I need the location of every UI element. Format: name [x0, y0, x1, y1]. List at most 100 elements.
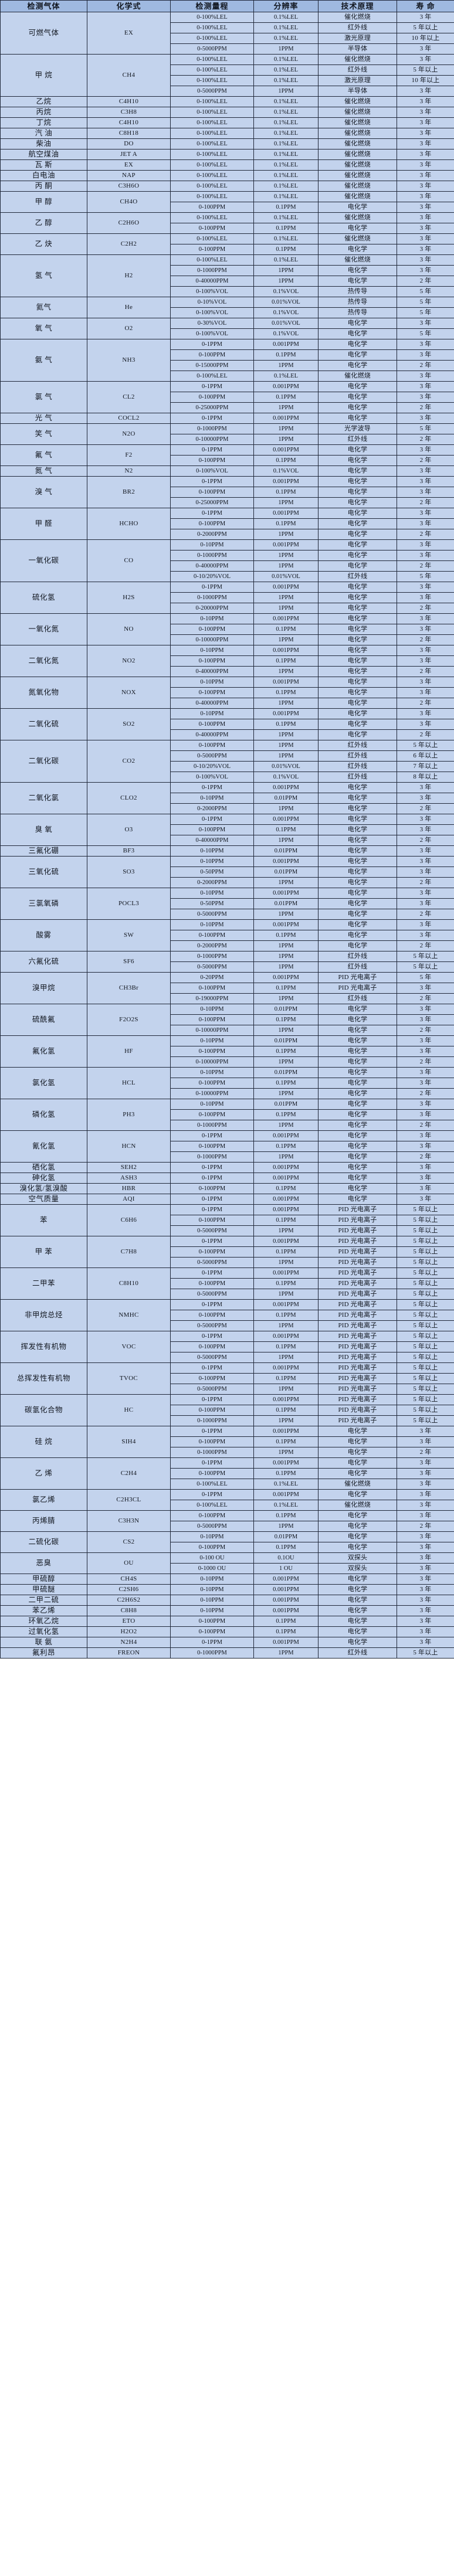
- cell-detection-range: 0-10PPM: [170, 1584, 254, 1595]
- table-row: 甲 醛 HCHO 0-1PPM 0.001PPM 电化学 3 年: [0, 508, 454, 540]
- table-row: 0-5000PPM 1PPM 电化学 2 年: [1, 909, 454, 920]
- cell-detection-range: 0-50PPM: [170, 866, 254, 878]
- cell-detection-range: 0-10000PPM: [170, 434, 254, 445]
- table-row: 0-50PPM 0.01PPM 电化学 3 年: [1, 898, 454, 909]
- cell-lifespan: 5 年以上: [397, 961, 454, 973]
- cell-lifespan: 3 年: [397, 708, 454, 719]
- cell-detection-range: 0-100PPM: [170, 1468, 254, 1479]
- cell-resolution: 0.1PPM: [253, 687, 319, 698]
- table-row: 臭 氧 O3 0-1PPM 0.001PPM 电化学 3 年: [0, 814, 454, 846]
- table-row: 甲 苯 C7H8 0-1PPM 0.001PPM PID 光电离子 5 年以上: [0, 1236, 454, 1268]
- cell-detection-range: 0-50PPM: [170, 898, 254, 909]
- cell-gas-name: 乙 烯: [0, 1457, 87, 1490]
- cell-detection-range: 0-100PPM: [170, 1246, 254, 1258]
- cell-lifespan: 3 年: [397, 43, 454, 55]
- cell-lifespan: 3 年: [397, 814, 454, 825]
- cell-chemical-formula: C2H6O: [87, 212, 171, 234]
- cell-detection-range: 0-40000PPM: [170, 560, 254, 572]
- gas-detection-table: 检测气体 化学式 检测量程 分辨率 技术原理 寿 命 可燃气体 EX 0-100%L…: [0, 0, 454, 1659]
- cell-detection-range: 0-100PPM: [170, 223, 254, 234]
- cell-resolution: 0.1%LEL: [253, 117, 319, 128]
- cell-resolution: 0.1%LEL: [253, 181, 319, 192]
- cell-technology: 半导体: [318, 43, 397, 55]
- cell-detection-range: 0-100PPM: [170, 1341, 254, 1352]
- table-row: 磷化氢 PH3 0-10PPM 0.01PPM 电化学 3 年: [0, 1099, 454, 1131]
- cell-detection-range: 0-100%LEL: [170, 254, 254, 266]
- cell-lifespan: 3 年: [397, 518, 454, 529]
- cell-gas-name: 氮 气: [0, 465, 87, 477]
- cell-lifespan: 5 年: [397, 571, 454, 582]
- cell-technology: 电化学: [318, 518, 397, 529]
- cell-detection-range: 0-100PPM: [170, 930, 254, 941]
- cell-detection-range: 0-1000PPM: [170, 1151, 254, 1163]
- table-row: 环氧乙烷 ETO 0-100PPM 0.1PPM 电化学 3 年: [0, 1616, 454, 1627]
- cell-technology: 热传导: [318, 307, 397, 318]
- cell-detection-range: 0-1000PPM: [170, 1415, 254, 1426]
- cell-technology: 电化学: [318, 624, 397, 635]
- cell-technology: 电化学: [318, 1109, 397, 1120]
- cell-technology: 电化学: [318, 698, 397, 709]
- cell-chemical-formula: SIH4: [87, 1426, 171, 1458]
- cell-lifespan: 3 年: [397, 254, 454, 266]
- cell-resolution: 0.1PPM: [253, 487, 319, 498]
- table-row: 二甲苯 C8H10 0-1PPM 0.001PPM PID 光电离子 5 年以上: [0, 1267, 454, 1300]
- cell-resolution: 0.1PPM: [253, 1341, 319, 1352]
- cell-technology: 电化学: [318, 1088, 397, 1099]
- cell-technology: 激光原理: [318, 75, 397, 86]
- cell-technology: 电化学: [318, 413, 397, 424]
- cell-detection-range: 0-40000PPM: [170, 698, 254, 709]
- table-row: 0-100%LEL 0.1%LEL 红外线 5 年以上: [1, 64, 454, 76]
- cell-detection-range: 0-10PPM: [170, 888, 254, 899]
- table-row: 0-100PPM 0.1PPM 电化学 3 年: [1, 655, 454, 667]
- cell-technology: 红外线: [318, 750, 397, 762]
- table-row: 甲硫醚 C2SH6 0-10PPM 0.001PPM 电化学 3 年: [0, 1584, 454, 1595]
- cell-resolution: 1PPM: [253, 750, 319, 762]
- cell-detection-range: 0-100PPM: [170, 1542, 254, 1553]
- cell-chemical-formula: BR2: [87, 476, 171, 508]
- cell-detection-range: 0-10PPM: [170, 539, 254, 550]
- cell-technology: 电化学: [318, 645, 397, 656]
- cell-lifespan: 3 年: [397, 983, 454, 994]
- cell-technology: PID 光电离子: [318, 1310, 397, 1321]
- cell-resolution: 0.001PPM: [253, 1426, 319, 1437]
- cell-technology: 红外线: [318, 434, 397, 445]
- cell-detection-range: 0-100PPM: [170, 1310, 254, 1321]
- cell-resolution: 0.001PPM: [253, 645, 319, 656]
- cell-gas-name: 二氧化硫: [0, 708, 87, 740]
- cell-gas-name: 恶臭: [0, 1552, 87, 1574]
- cell-resolution: 0.001PPM: [253, 919, 319, 930]
- cell-chemical-formula: C7H8: [87, 1236, 171, 1268]
- cell-lifespan: 5 年: [397, 328, 454, 339]
- table-row: 氰化氢 HCN 0-1PPM 0.001PPM 电化学 3 年: [0, 1130, 454, 1163]
- table-row: 0-25000PPM 1PPM 电化学 2 年: [1, 402, 454, 413]
- cell-detection-range: 0-15000PPM: [170, 360, 254, 371]
- cell-detection-range: 0-10000PPM: [170, 1025, 254, 1036]
- table-row: 0-10PPM 0.01PPM 电化学 3 年: [1, 793, 454, 804]
- cell-lifespan: 3 年: [397, 86, 454, 97]
- cell-lifespan: 5 年以上: [397, 1246, 454, 1258]
- table-row: 总挥发性有机物 TVOC 0-1PPM 0.001PPM PID 光电离子 5 年以上: [0, 1362, 454, 1395]
- cell-detection-range: 0-100PPM: [170, 1405, 254, 1416]
- cell-technology: 催化燃烧: [318, 1479, 397, 1490]
- cell-resolution: 0.01PPM: [253, 1099, 319, 1110]
- cell-resolution: 0.1%VOL: [253, 772, 319, 783]
- table-row: 0-100PPM 0.1PPM 电化学 2 年: [1, 455, 454, 466]
- cell-resolution: 0.1%VOL: [253, 328, 319, 339]
- cell-resolution: 0.1PPM: [253, 1183, 319, 1194]
- cell-gas-name: 非甲烷总烃: [0, 1299, 87, 1331]
- cell-lifespan: 3 年: [397, 1194, 454, 1205]
- cell-technology: 电化学: [318, 276, 397, 287]
- cell-gas-name: 丁烷: [0, 117, 87, 128]
- table-row: 0-25000PPM 1PPM 电化学 2 年: [1, 497, 454, 508]
- table-row: 乙 炔 C2H2 0-100%LEL 0.1%LEL 催化燃烧 3 年: [0, 233, 454, 255]
- cell-lifespan: 2 年: [397, 434, 454, 445]
- cell-detection-range: 0-1PPM: [170, 1162, 254, 1173]
- cell-lifespan: 2 年: [397, 1447, 454, 1458]
- table-row: 0-1000 OU 1 OU 双探头 3 年: [1, 1563, 454, 1574]
- table-row: 0-5000PPM 1PPM PID 光电离子 5 年以上: [1, 1257, 454, 1268]
- cell-technology: PID 光电离子: [318, 1289, 397, 1300]
- cell-technology: PID 光电离子: [318, 983, 397, 994]
- cell-technology: 红外线: [318, 951, 397, 962]
- table-row: 0-40000PPM 1PPM 电化学 2 年: [1, 560, 454, 572]
- cell-resolution: 0.1PPM: [253, 1616, 319, 1627]
